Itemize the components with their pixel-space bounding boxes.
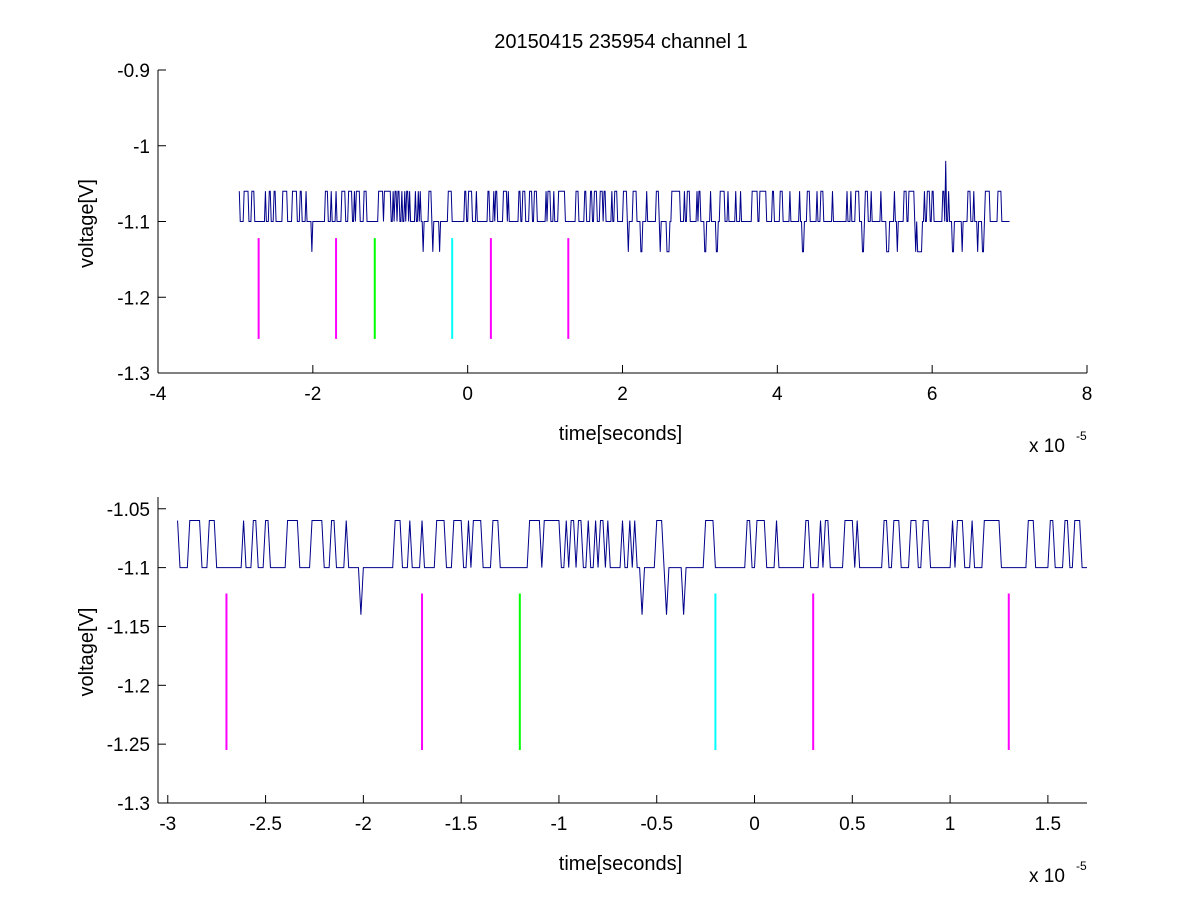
x-tick-label: -0.5	[640, 814, 673, 835]
x-tick-label: -4	[150, 384, 167, 405]
x-tick-label: 0.5	[839, 814, 865, 835]
figure: 20150415 235954 channel 1 -4 -2 0 2 4 6 8-1.3-…	[0, 0, 1200, 901]
x-tick-label: -2.5	[249, 814, 282, 835]
y-tick-label: -1.2	[117, 676, 150, 697]
x-tick-label: -1	[550, 814, 567, 835]
y-tick-label: -1.1	[117, 213, 150, 234]
y-axis-title: voltage[V]	[76, 179, 98, 268]
x-tick-label: -3	[159, 814, 176, 835]
y-tick-label: -1.1	[117, 559, 150, 580]
y-tick-label: -1	[133, 137, 150, 158]
figure-background	[0, 0, 1200, 901]
x-exponent-label: x 10	[1029, 866, 1065, 887]
x-tick-label: 2	[617, 384, 628, 405]
y-tick-label: -1.3	[117, 794, 150, 815]
x-axis-title: time[seconds]	[559, 853, 682, 875]
x-tick-label: -2	[304, 384, 321, 405]
x-tick-label: 1	[945, 814, 956, 835]
y-tick-label: -0.9	[117, 61, 150, 82]
y-tick-label: -1.25	[107, 735, 150, 756]
y-tick-label: -1.3	[117, 364, 150, 385]
y-axis-title: voltage[V]	[76, 608, 98, 697]
x-exponent-label: x 10	[1029, 436, 1065, 457]
y-tick-label: -1.15	[107, 617, 150, 638]
x-tick-label: 0	[749, 814, 760, 835]
x-tick-label: -2	[355, 814, 372, 835]
x-tick-label: 6	[927, 384, 938, 405]
x-tick-label: 1.5	[1035, 814, 1061, 835]
x-exponent-superscript: -5	[1076, 859, 1087, 873]
x-exponent-superscript: -5	[1076, 429, 1087, 443]
y-tick-label: -1.2	[117, 288, 150, 309]
figure-title: 20150415 235954 channel 1	[494, 31, 748, 53]
x-tick-label: 8	[1082, 384, 1093, 405]
y-tick-label: -1.05	[107, 500, 150, 521]
x-tick-label: 4	[772, 384, 783, 405]
x-tick-label: 0	[462, 384, 473, 405]
x-axis-title: time[seconds]	[559, 423, 682, 445]
x-tick-label: -1.5	[445, 814, 478, 835]
